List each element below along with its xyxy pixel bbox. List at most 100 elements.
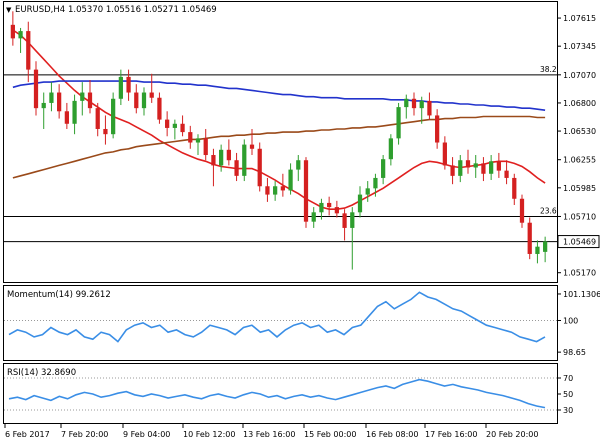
price-axis-label: 1.06530 [563,127,596,136]
candle[interactable] [211,148,216,187]
time-axis-label: 16 Feb 08:00 [366,430,418,439]
candle[interactable] [49,82,54,112]
sma-fast-line [12,29,546,210]
candle[interactable] [57,84,62,119]
rsi-axis-label: 70 [563,374,573,383]
candle[interactable] [234,152,239,182]
price-axis-label: 1.06255 [563,156,596,165]
candle[interactable] [134,84,139,114]
rsi-axis-label: 30 [563,406,573,415]
rsi-pane-frame [3,363,558,424]
candle[interactable] [435,109,440,149]
candle[interactable] [265,177,270,202]
candle[interactable] [41,92,46,129]
candle[interactable] [149,73,154,103]
candle[interactable] [473,155,478,178]
candle[interactable] [111,92,116,139]
candle[interactable] [195,134,201,156]
candle[interactable] [357,186,363,218]
candle[interactable] [18,27,23,53]
main-pane-frame [3,1,558,283]
candle[interactable] [311,207,316,228]
candle[interactable] [373,173,378,197]
candle[interactable] [458,155,463,183]
candle[interactable] [103,115,108,145]
price-axis-label: 1.07070 [563,71,596,80]
candle[interactable] [33,61,39,116]
candle[interactable] [118,69,123,106]
candle[interactable] [496,152,501,178]
candle[interactable] [350,207,355,270]
candle[interactable] [64,102,69,129]
ohlc-values: 1.05370 1.05516 1.05271 1.05469 [68,5,217,15]
dropdown-triangle-icon[interactable]: ▼ [6,6,12,14]
candle[interactable] [489,155,494,181]
candle[interactable] [219,144,224,172]
candle[interactable] [381,155,386,185]
candle[interactable] [404,94,409,119]
candle[interactable] [87,80,93,114]
candle[interactable] [157,92,162,124]
price-axis-label: 1.05710 [563,212,596,221]
candle[interactable] [512,173,517,206]
momentum-axis-label: 100 [563,316,578,325]
candle[interactable] [543,236,548,263]
candle[interactable] [327,196,332,216]
candle[interactable] [481,157,486,182]
candle[interactable] [165,111,170,137]
time-axis-label: 9 Feb 04:00 [123,430,170,439]
candle[interactable] [419,96,424,124]
candle[interactable] [411,92,417,116]
candle[interactable] [126,69,131,101]
candle[interactable] [288,163,293,195]
candle[interactable] [95,102,100,137]
rsi-line [8,378,546,409]
candle[interactable] [519,194,525,228]
candle[interactable] [249,128,255,156]
candle[interactable] [72,94,77,135]
time-axis-label: 10 Feb 12:00 [183,430,235,439]
candle[interactable] [141,87,147,116]
candle[interactable] [365,181,370,202]
price-axis-label: 1.06800 [563,99,596,108]
rsi-axis-label: 50 [563,390,573,399]
candle[interactable] [388,134,393,166]
momentum-line [8,291,546,343]
time-axis-label: 6 Feb 2017 [5,430,50,439]
candle[interactable] [465,149,471,174]
candle[interactable] [535,240,540,264]
rsi-pane[interactable] [4,377,557,411]
momentum-axis-label: 101.1306 [563,290,600,299]
candle[interactable] [257,142,262,192]
candle[interactable] [280,173,285,197]
candle[interactable] [180,115,185,137]
fib-level-label: 23.6 [540,206,557,215]
candle[interactable] [26,21,31,83]
candle[interactable] [80,82,85,116]
candle[interactable] [172,119,177,140]
candle[interactable] [296,155,301,182]
candle[interactable] [226,139,231,166]
candle[interactable] [450,157,455,185]
candle[interactable] [273,181,278,201]
candle[interactable] [334,200,339,218]
momentum-pane-frame [3,285,558,361]
candle[interactable] [242,139,247,182]
candle[interactable] [303,157,309,228]
momentum-pane[interactable] [4,291,557,343]
price-pane[interactable]: 38.2 23.6 [4,11,557,270]
fib-level-label: 38.2 [540,65,557,74]
candle[interactable] [319,198,324,220]
candle[interactable] [342,209,347,241]
candle[interactable] [504,160,509,185]
candle[interactable] [396,102,401,145]
candle[interactable] [203,128,208,161]
candle[interactable] [442,136,447,170]
time-axis-label: 13 Feb 16:00 [243,430,295,439]
candle[interactable] [10,11,15,46]
candle[interactable] [527,217,532,260]
candle[interactable] [188,125,193,149]
candle[interactable] [427,92,432,120]
